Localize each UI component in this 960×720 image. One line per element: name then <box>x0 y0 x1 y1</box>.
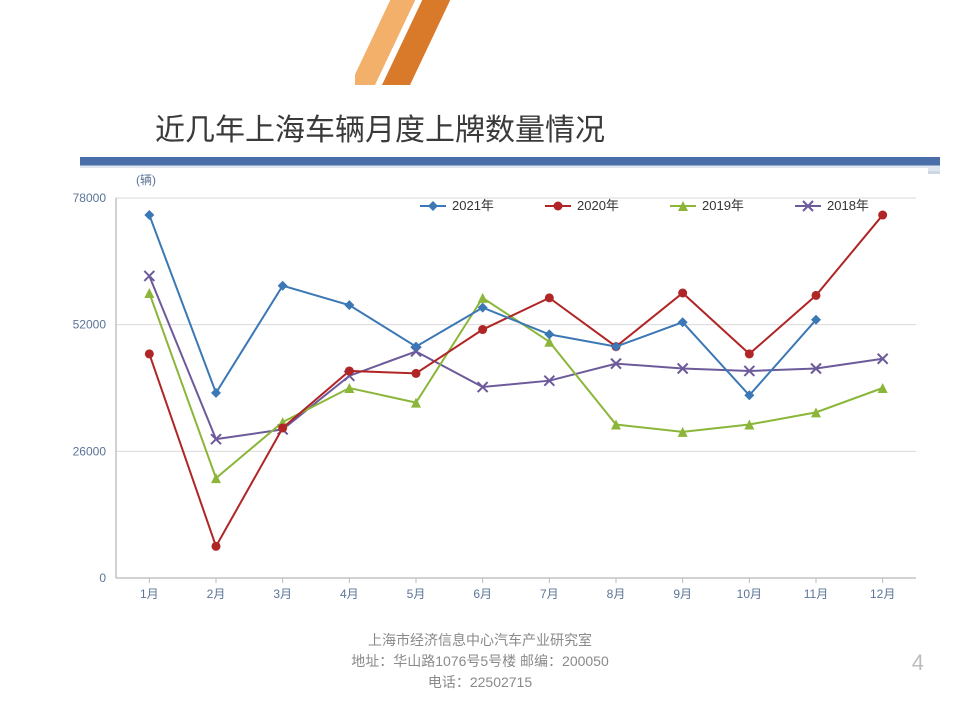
svg-text:10月: 10月 <box>737 587 762 601</box>
svg-text:26000: 26000 <box>73 444 107 458</box>
svg-text:2018年: 2018年 <box>827 198 869 213</box>
svg-text:4月: 4月 <box>340 587 359 601</box>
svg-text:0: 0 <box>99 571 106 585</box>
svg-text:2月: 2月 <box>207 587 226 601</box>
page-number: 4 <box>912 650 924 676</box>
svg-text:2021年: 2021年 <box>452 198 494 213</box>
line-chart: 0 26000 52000 78000 (辆) 1月 2月 3月 4月 5月 6月 7月 8月 9月 10月… <box>48 168 928 608</box>
svg-text:5月: 5月 <box>407 587 426 601</box>
svg-text:3月: 3月 <box>273 587 292 601</box>
svg-text:11月: 11月 <box>804 587 828 601</box>
svg-text:6月: 6月 <box>473 587 492 601</box>
svg-text:(辆): (辆) <box>136 173 156 187</box>
footer: 上海市经济信息中心汽车产业研究室 地址：华山路1076号5号楼 邮编：20005… <box>0 630 960 693</box>
svg-text:9月: 9月 <box>673 587 692 601</box>
svg-text:12月: 12月 <box>870 587 895 601</box>
footer-line-3: 电话：22502715 <box>0 672 960 693</box>
svg-text:52000: 52000 <box>73 318 107 332</box>
footer-line-1: 上海市经济信息中心汽车产业研究室 <box>0 630 960 651</box>
svg-text:2020年: 2020年 <box>577 198 619 213</box>
svg-text:8月: 8月 <box>607 587 626 601</box>
svg-text:7月: 7月 <box>540 587 559 601</box>
svg-text:78000: 78000 <box>73 191 107 205</box>
svg-text:1月: 1月 <box>140 587 159 601</box>
page-title: 近几年上海车辆月度上牌数量情况 <box>80 105 940 149</box>
footer-line-2: 地址：华山路1076号5号楼 邮编：200050 <box>0 651 960 672</box>
svg-text:2019年: 2019年 <box>702 198 744 213</box>
accent-shape <box>355 0 475 85</box>
